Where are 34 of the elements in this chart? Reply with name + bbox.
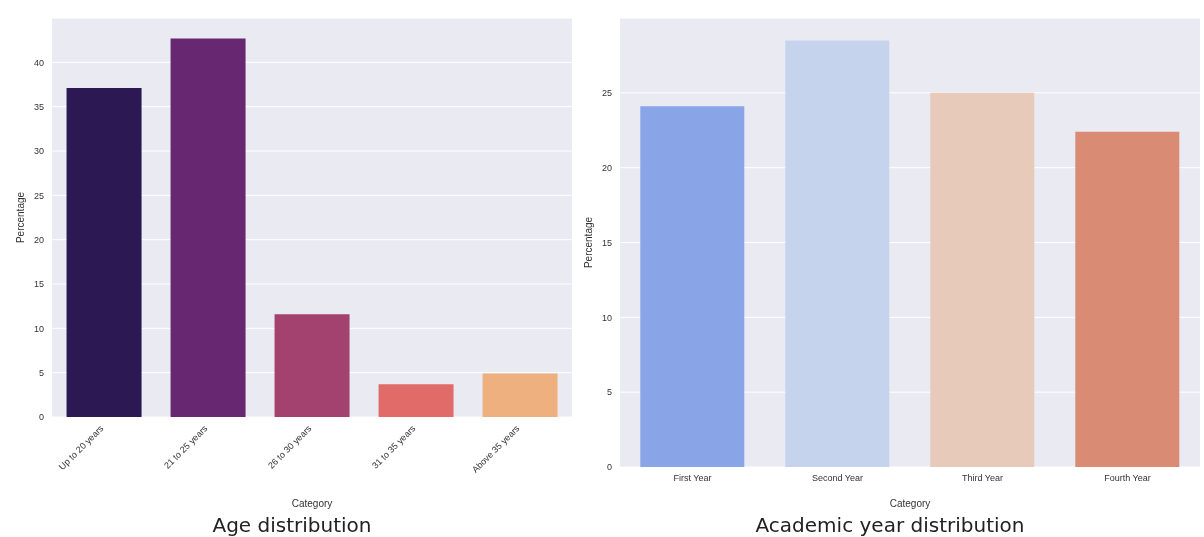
x-tick-label: Fourth Year xyxy=(1104,473,1151,484)
y-tick-label: 0 xyxy=(606,462,612,473)
x-axis-title: Category xyxy=(889,498,931,509)
y-tick-label: 40 xyxy=(33,57,44,68)
y-axis-title: Percentage xyxy=(582,216,594,269)
bar xyxy=(482,373,558,417)
bar xyxy=(66,88,142,417)
y-tick-label: 15 xyxy=(601,237,612,248)
bar xyxy=(274,314,350,417)
bar xyxy=(785,40,890,467)
y-tick-label: 15 xyxy=(33,279,44,290)
x-tick-label: Third Year xyxy=(961,473,1004,484)
y-axis-title: Percentage xyxy=(14,191,26,244)
y-tick-label: 20 xyxy=(601,162,612,173)
y-tick-label: 5 xyxy=(606,387,612,398)
y-tick-label: 5 xyxy=(38,367,44,378)
y-tick-label: 20 xyxy=(33,234,44,245)
y-tick-label: 25 xyxy=(33,190,44,201)
text: Age distribution xyxy=(211,513,373,537)
bar xyxy=(170,38,246,417)
text: Academic year distribution xyxy=(754,513,1026,537)
x-tick-label: First Year xyxy=(673,473,712,484)
x-tick-label: Second Year xyxy=(811,473,864,484)
y-tick-label: 0 xyxy=(38,412,44,423)
bar xyxy=(378,384,454,417)
y-tick-label: 10 xyxy=(601,312,612,323)
y-tick-label: 35 xyxy=(33,101,44,112)
bar xyxy=(1075,131,1180,467)
x-axis-title: Category xyxy=(291,498,333,509)
y-tick-label: 30 xyxy=(33,146,44,157)
y-tick-label: 25 xyxy=(601,88,612,99)
bar xyxy=(640,106,745,467)
bar xyxy=(930,92,1035,467)
y-tick-label: 10 xyxy=(33,323,44,334)
